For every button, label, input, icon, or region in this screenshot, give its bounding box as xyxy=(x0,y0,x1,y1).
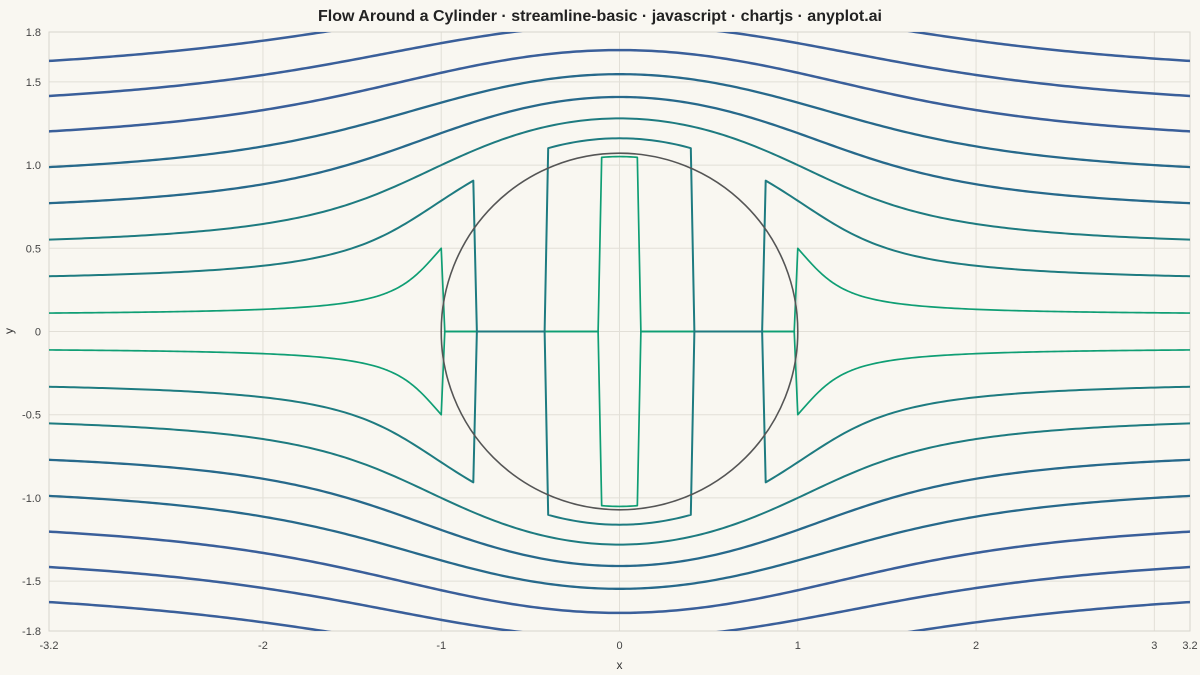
y-tick-label: 0.5 xyxy=(26,243,41,255)
x-tick-label: 3.2 xyxy=(1182,640,1197,652)
streamline xyxy=(49,32,1190,98)
x-tick-label: -1 xyxy=(436,640,446,652)
streamline xyxy=(49,330,1190,526)
y-tick-label: -1.8 xyxy=(22,626,41,638)
streamline xyxy=(49,95,1190,205)
streamline xyxy=(49,117,1190,241)
streamline xyxy=(49,48,1190,133)
streamlines xyxy=(49,32,1190,631)
plot-frame xyxy=(48,31,1191,632)
x-tick-label: 3 xyxy=(1151,640,1157,652)
y-tick-label: 0 xyxy=(35,327,41,339)
x-tick-label: 0 xyxy=(616,640,622,652)
x-tick-label: 2 xyxy=(973,640,979,652)
streamline xyxy=(49,422,1190,546)
streamline xyxy=(49,330,1190,508)
streamline xyxy=(49,137,1190,333)
streamline xyxy=(49,494,1190,590)
x-tick-label: -3.2 xyxy=(40,640,59,652)
grid xyxy=(48,31,1191,632)
y-tick-label: 1.0 xyxy=(26,160,41,172)
y-axis-label: y xyxy=(2,328,16,334)
x-axis-label: x xyxy=(617,658,623,672)
chart-title: Flow Around a Cylinder · streamline-basi… xyxy=(318,8,882,25)
y-tick-label: -0.5 xyxy=(22,410,41,422)
y-tick-label: -1.5 xyxy=(22,576,41,588)
streamline xyxy=(49,458,1190,568)
y-tick-label: -1.0 xyxy=(22,493,41,505)
streamline xyxy=(49,600,1190,631)
y-tick-label: 1.8 xyxy=(26,27,41,39)
cylinder-outline xyxy=(440,152,799,511)
streamline xyxy=(49,73,1190,169)
streamline xyxy=(49,565,1190,631)
y-tick-label: 1.5 xyxy=(26,77,41,89)
y-axis-ticks: 1.8 1.5 1.0 0.5 0 -0.5 -1.0 -1.5 -1.8 xyxy=(22,27,41,638)
x-tick-label: -2 xyxy=(258,640,268,652)
x-tick-label: 1 xyxy=(795,640,801,652)
streamline xyxy=(49,530,1190,615)
x-axis-ticks: -3.2 -2 -1 0 1 2 3 3.2 xyxy=(40,640,1198,652)
streamline xyxy=(49,32,1190,63)
streamline xyxy=(49,155,1190,333)
